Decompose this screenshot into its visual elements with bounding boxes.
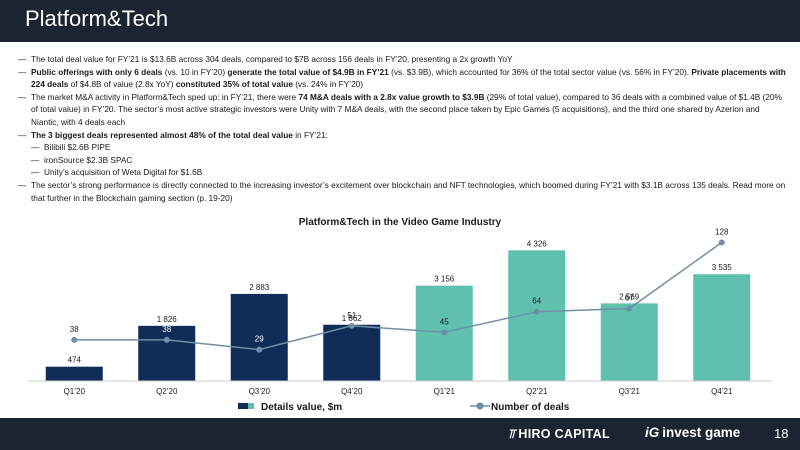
bullet-text-bold: constituted 35% of total value (175, 79, 293, 90)
legend-bar-swatch (238, 403, 254, 409)
x-tick-label: Q2’21 (526, 387, 548, 396)
bullet-text: (29% of total value), compared to 36 dea… (31, 91, 782, 127)
bullet-text: in FY’21: (292, 129, 328, 140)
bullet-item: — The 3 biggest deals represented almost … (18, 129, 788, 142)
bullet-text-bold: Public offerings with only 6 deals (31, 66, 163, 77)
x-tick-label: Q4’20 (341, 387, 363, 396)
deals-value-label: 128 (715, 227, 729, 236)
x-tick-label: Q2’20 (156, 387, 178, 396)
deals-point (533, 308, 540, 315)
legend-bar-swatch-accent (248, 403, 254, 409)
sub-bullet-item: — Bilibili $2.6B PIPE (18, 141, 788, 154)
bar-7 (600, 303, 658, 381)
bullet-item: — The market M&A activity in Platform&Tec… (18, 91, 788, 129)
deals-value-label: 38 (162, 325, 171, 334)
footer-bar (0, 418, 800, 450)
legend-bars-label: Details value, $m (261, 402, 342, 413)
bullet-list: — The total deal value for FY’21 is $13.6… (18, 53, 788, 204)
x-tick-label: Q1’20 (64, 387, 86, 396)
bullet-dash: — (31, 154, 40, 165)
legend-line-label: Number of deals (491, 402, 570, 413)
bar-value-label: 474 (68, 356, 82, 365)
bullet-text-bold: Private placements with 224 deals (31, 66, 786, 90)
bullet-text: (vs. 24% in FY’20) (292, 79, 364, 90)
bullet-dash: — (31, 167, 40, 178)
bullet-text: (vs. $3.9B), which accounted for 36% of … (388, 66, 692, 77)
x-tick-label: Q3’20 (249, 387, 271, 396)
sub-bullet-item: — ironSource $2.3B SPAC (18, 154, 788, 167)
bullet-text-bold: generate the total value of $4.9B in FY’… (227, 66, 389, 77)
bullet-item: — Public offerings with only 6 deals (vs.… (18, 66, 788, 91)
bullet-dash: — (18, 91, 27, 102)
deals-point (71, 336, 78, 343)
bar-value-label: 2 569 (619, 292, 640, 301)
bullet-dash: — (18, 66, 27, 77)
deals-value-label: 51 (347, 311, 356, 320)
bar-value-label: 3 535 (712, 263, 733, 272)
page-title: Platform&Tech (25, 6, 169, 31)
bullet-text-bold: 74 M&A deals with a 2.8x value growth to… (298, 91, 485, 102)
bar-4 (323, 324, 381, 381)
bullet-text: (vs. 10 in FY’20) (162, 66, 228, 77)
deals-point (348, 322, 355, 329)
bar-3 (230, 293, 288, 381)
deals-value-label: 64 (532, 297, 541, 306)
bar-value-label: 1 826 (157, 315, 178, 324)
invest-game-logo: iG invest game (645, 425, 740, 440)
deals-value-label: 38 (70, 325, 79, 334)
invest-game-logo-icon: iG (645, 425, 660, 440)
deals-point (718, 239, 725, 246)
bullet-item: — The sector’s strong performance is dire… (18, 179, 788, 204)
bar-value-label: 4 326 (527, 239, 548, 248)
bar-value-label: 1 862 (342, 314, 363, 323)
deals-point (626, 305, 633, 312)
bar-2 (138, 325, 196, 381)
invest-game-logo-text: invest game (662, 425, 741, 440)
x-tick-label: Q3’21 (619, 387, 641, 396)
chart-title: Platform&Tech in the Video Game Industry (299, 217, 502, 228)
bullet-text: The market M&A activity in Platform&Tech… (31, 91, 299, 102)
bullet-text: The total deal value for FY’21 is $13.6B… (31, 54, 513, 64)
deals-line (74, 241, 723, 351)
bullet-text: of $4.8B of value (2.8x YoY) (68, 79, 176, 90)
page-number: 18 (774, 426, 789, 441)
bullet-dash: — (18, 129, 27, 140)
hiro-capital-logo-icon: ⫪ (508, 427, 516, 441)
bullet-dash: — (18, 179, 27, 190)
hiro-capital-logo: ⫪ HIRO CAPITAL (508, 427, 610, 442)
bullet-item: — The total deal value for FY’21 is $13.6… (18, 53, 788, 66)
deals-value-label: 45 (440, 317, 449, 326)
deals-value-label: 67 (625, 294, 634, 303)
hiro-capital-logo-text: HIRO CAPITAL (518, 427, 610, 441)
bar-1 (45, 366, 103, 381)
x-tick-label: Q1’21 (434, 387, 456, 396)
bullet-text: Unity’s acquisition of Weta Digital for … (44, 167, 203, 178)
bar-8 (693, 274, 751, 381)
bullet-text: The sector’s strong performance is direc… (31, 179, 786, 203)
bar-value-label: 3 156 (434, 275, 455, 284)
deals-point (441, 329, 448, 336)
bullet-text: ironSource $2.3B SPAC (44, 154, 133, 165)
legend-line-marker (476, 402, 484, 410)
deals-value-label: 29 (255, 335, 264, 344)
deals-point (256, 346, 263, 353)
bar-value-label: 2 883 (249, 283, 270, 292)
bullet-dash: — (31, 142, 40, 153)
deals-point (163, 336, 170, 343)
chart: Platform&Tech in the Video Game Industry… (28, 217, 772, 413)
header-bar (0, 0, 800, 42)
bullet-dash: — (18, 54, 27, 64)
x-tick-label: Q4’21 (711, 387, 733, 396)
sub-bullet-item: — Unity’s acquisition of Weta Digital for… (18, 166, 788, 179)
bullet-text: Bilibili $2.6B PIPE (44, 142, 111, 153)
bullet-text-bold: The 3 biggest deals represented almost 4… (31, 129, 293, 140)
